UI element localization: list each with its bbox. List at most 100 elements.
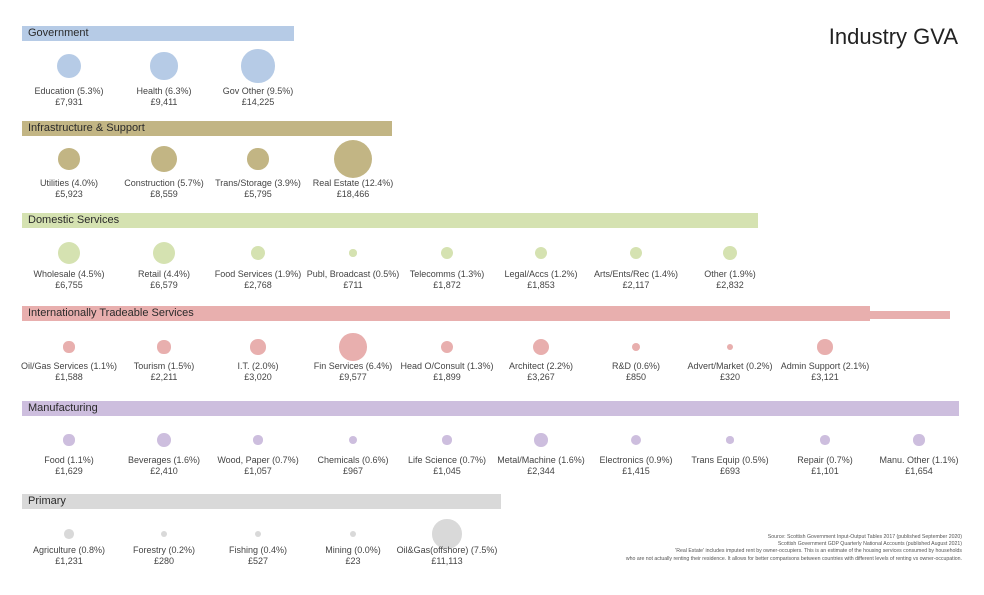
item-name: Life Science (0.7%) — [407, 455, 487, 465]
item-name: Publ, Broadcast (0.5%) — [306, 269, 400, 279]
item-value: £2,117 — [622, 280, 650, 290]
bubble-oil-gas — [432, 519, 462, 549]
item-label: Food Services (1.9%) £2,768 — [193, 269, 323, 291]
item-label: Gov Other (9.5%) £14,225 — [193, 86, 323, 108]
bubble-real-estate — [334, 140, 372, 178]
item-label: Real Estate (12.4%) £18,466 — [288, 178, 418, 200]
item-name: Trans/Storage (3.9%) — [215, 178, 301, 188]
item-value: £693 — [719, 466, 741, 476]
item-name: Chemicals (0.6%) — [317, 455, 389, 465]
item-label: Education (5.3%) £7,931 — [4, 86, 134, 108]
item-label: Repair (0.7%) £1,101 — [760, 455, 890, 477]
item-label: Mining (0.0%) £23 — [288, 545, 418, 567]
group-header-internationally-tradeable-services: Internationally Tradeable Services — [22, 306, 870, 321]
item-label: Tourism (1.5%) £2,211 — [99, 361, 229, 383]
item-value: £1,588 — [55, 372, 83, 382]
group-header-infrastructure-support: Infrastructure & Support — [22, 121, 392, 136]
item-value: £3,267 — [527, 372, 555, 382]
item-name: Education (5.3%) — [34, 86, 104, 96]
item-value: £5,795 — [244, 189, 272, 199]
item-label: I.T. (2.0%) £3,020 — [193, 361, 323, 383]
bubble-oil-gas-services — [63, 341, 75, 353]
group-header-domestic-services: Domestic Services — [22, 213, 758, 228]
bubble-fishing — [254, 530, 262, 538]
item-name: Advert/Market (0.2%) — [687, 361, 773, 371]
item-value: £2,832 — [716, 280, 744, 290]
item-value: £1,057 — [244, 466, 272, 476]
item-label: Electronics (0.9%) £1,415 — [571, 455, 701, 477]
item-value: £9,577 — [339, 372, 367, 382]
item-name: Wood, Paper (0.7%) — [217, 455, 299, 465]
item-value: £280 — [153, 556, 175, 566]
bubble-food — [63, 434, 75, 446]
item-label: Advert/Market (0.2%) £320 — [665, 361, 795, 383]
bubble-r-d — [631, 342, 641, 352]
item-label: Publ, Broadcast (0.5%) £711 — [288, 269, 418, 291]
item-value: £11,113 — [431, 556, 463, 566]
item-value: £2,410 — [150, 466, 178, 476]
item-name: Oil&Gas(offshore) (7.5%) — [396, 545, 498, 555]
item-value: £1,629 — [55, 466, 83, 476]
item-value: £967 — [342, 466, 364, 476]
bubble-utilities — [58, 148, 80, 170]
bubble-admin-support — [817, 339, 833, 355]
item-value: £2,344 — [527, 466, 555, 476]
item-label: Beverages (1.6%) £2,410 — [99, 455, 229, 477]
item-value: £1,899 — [433, 372, 461, 382]
item-label: Agriculture (0.8%) £1,231 — [4, 545, 134, 567]
item-name: Beverages (1.6%) — [127, 455, 201, 465]
item-value: £2,211 — [150, 372, 178, 382]
item-label: Telecomms (1.3%) £1,872 — [382, 269, 512, 291]
bubble-architect — [533, 339, 549, 355]
bubble-legal-accs — [534, 246, 547, 259]
item-label: Arts/Ents/Rec (1.4%) £2,117 — [571, 269, 701, 291]
group-header-primary: Primary — [22, 494, 501, 509]
bubble-mining — [349, 530, 357, 538]
item-name: Mining (0.0%) — [325, 545, 381, 555]
item-label: Trans Equip (0.5%) £693 — [665, 455, 795, 477]
bubble-manu-other — [913, 434, 925, 446]
bubble-wood-paper — [253, 435, 263, 445]
bubble-electronics — [630, 434, 642, 446]
item-name: Construction (5.7%) — [124, 178, 204, 188]
item-value: £711 — [343, 280, 363, 290]
source-note-line: Scottish Government GDP Quarterly Nation… — [777, 541, 962, 548]
bubble-telecomms — [440, 246, 454, 260]
item-label: Health (6.3%) £9,411 — [99, 86, 229, 108]
item-value: £3,020 — [244, 372, 272, 382]
item-value: £320 — [719, 372, 741, 382]
bubble-beverages — [157, 433, 171, 447]
item-name: Oil/Gas Services (1.1%) — [20, 361, 118, 371]
item-name: Forestry (0.2%) — [132, 545, 195, 555]
bubble-repair — [820, 435, 830, 445]
bubble-wholesale — [57, 241, 81, 265]
item-value: £1,101 — [811, 466, 839, 476]
bubble-head-o-consult — [440, 340, 454, 354]
item-label: Wholesale (4.5%) £6,755 — [4, 269, 134, 291]
bubble-trans-storage — [247, 148, 269, 170]
item-name: Gov Other (9.5%) — [222, 86, 294, 96]
bubble-metal-machine — [534, 433, 548, 447]
item-label: Construction (5.7%) £8,559 — [99, 178, 229, 200]
item-label: Retail (4.4%) £6,579 — [99, 269, 229, 291]
item-label: R&D (0.6%) £850 — [571, 361, 701, 383]
item-name: Trans Equip (0.5%) — [691, 455, 769, 465]
source-note-line: who are not actually renting their resid… — [625, 555, 962, 562]
item-label: Architect (2.2%) £3,267 — [476, 361, 606, 383]
item-value: £1,853 — [527, 280, 555, 290]
source-note-line: 'Real Estate' includes imputed rent by o… — [675, 548, 962, 555]
item-value: £5,923 — [55, 189, 83, 199]
item-name: Other (1.9%) — [704, 269, 756, 279]
group-header-government: Government — [22, 26, 294, 41]
item-name: Health (6.3%) — [136, 86, 192, 96]
bubble-publ-broadcast — [349, 249, 357, 257]
item-name: Admin Support (2.1%) — [780, 361, 870, 371]
item-value: £14,225 — [241, 97, 275, 107]
item-name: Architect (2.2%) — [508, 361, 574, 371]
source-note: Source: Scottish Government Input-Output… — [522, 534, 962, 563]
bubble-retail — [152, 241, 176, 265]
item-value: £23 — [345, 556, 361, 566]
item-value: £1,654 — [905, 466, 933, 476]
item-value: £2,768 — [244, 280, 272, 290]
item-name: Wholesale (4.5%) — [33, 269, 105, 279]
